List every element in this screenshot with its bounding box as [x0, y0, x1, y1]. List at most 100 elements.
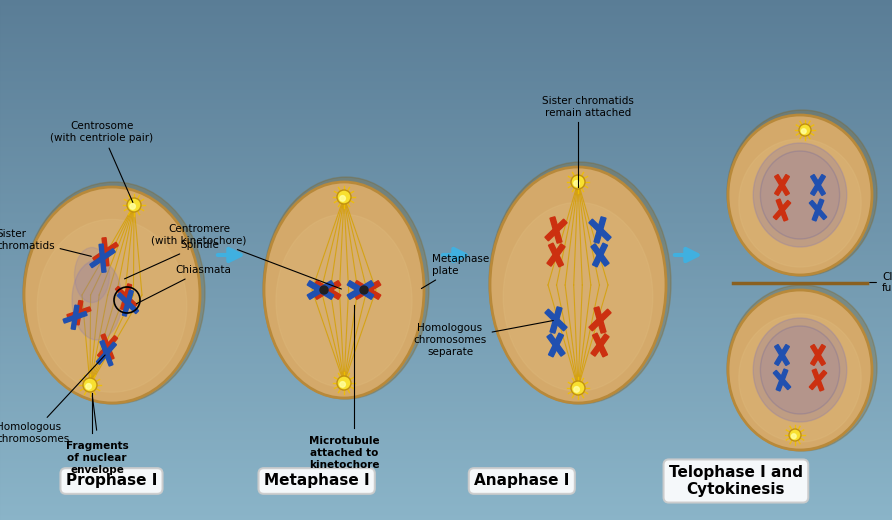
Bar — [547, 254, 558, 266]
Bar — [0, 486, 892, 487]
Bar — [0, 151, 892, 152]
Bar — [63, 316, 76, 323]
Bar — [0, 353, 892, 354]
Bar — [0, 390, 892, 391]
Bar — [0, 228, 892, 229]
Bar — [0, 342, 892, 343]
Bar — [0, 6, 892, 7]
Bar — [0, 125, 892, 126]
Ellipse shape — [503, 202, 653, 391]
Bar — [0, 258, 892, 259]
Bar — [816, 345, 825, 356]
Text: Chiasmata: Chiasmata — [136, 265, 231, 304]
Bar — [0, 153, 892, 154]
Circle shape — [791, 434, 797, 438]
Bar — [0, 225, 892, 226]
Bar — [0, 454, 892, 455]
Bar — [0, 162, 892, 163]
Bar — [554, 244, 565, 256]
Bar — [0, 250, 892, 251]
Bar — [101, 334, 110, 347]
Bar — [0, 512, 892, 513]
Bar — [0, 472, 892, 473]
Bar — [0, 375, 892, 376]
Bar — [0, 38, 892, 39]
Bar — [0, 171, 892, 172]
Bar — [0, 440, 892, 441]
Bar — [0, 166, 892, 167]
Bar — [0, 198, 892, 199]
Bar — [0, 322, 892, 323]
Circle shape — [337, 190, 351, 204]
Bar — [0, 241, 892, 242]
Bar — [0, 232, 892, 233]
Bar — [0, 107, 892, 108]
Bar — [0, 148, 892, 149]
Bar — [0, 455, 892, 456]
Bar — [0, 435, 892, 436]
Bar — [0, 266, 892, 267]
Bar — [0, 56, 892, 57]
Text: Prophase I: Prophase I — [66, 474, 157, 488]
Bar — [0, 168, 892, 169]
Bar — [816, 209, 827, 219]
Bar — [0, 270, 892, 271]
Bar — [104, 353, 113, 366]
Bar — [0, 432, 892, 433]
Bar — [0, 410, 892, 411]
Bar — [0, 318, 892, 319]
Bar — [0, 404, 892, 405]
Bar — [115, 287, 128, 298]
Bar — [0, 447, 892, 448]
Bar — [0, 425, 892, 426]
Bar — [0, 194, 892, 195]
Bar — [0, 469, 892, 470]
Bar — [0, 313, 892, 314]
Bar — [0, 217, 892, 218]
Bar — [549, 344, 558, 357]
Bar — [598, 319, 606, 333]
Bar — [0, 326, 892, 327]
Ellipse shape — [727, 110, 877, 276]
Bar — [0, 144, 892, 145]
Bar — [0, 32, 892, 33]
Bar — [0, 282, 892, 283]
Bar — [0, 60, 892, 61]
Bar — [0, 130, 892, 131]
Bar — [0, 122, 892, 123]
Bar — [0, 497, 892, 498]
Bar — [0, 328, 892, 329]
Bar — [126, 290, 133, 304]
Bar — [0, 13, 892, 14]
Bar — [0, 483, 892, 484]
Bar — [0, 376, 892, 377]
Bar — [0, 261, 892, 262]
Bar — [0, 315, 892, 316]
Bar — [774, 354, 784, 366]
Bar — [774, 184, 784, 196]
Bar — [73, 305, 78, 318]
Bar — [0, 26, 892, 27]
Bar — [0, 243, 892, 244]
Bar — [811, 354, 820, 366]
Bar — [0, 54, 892, 55]
Bar — [594, 307, 602, 321]
Bar — [0, 482, 892, 483]
Bar — [0, 386, 892, 387]
Bar — [0, 473, 892, 474]
Bar — [0, 505, 892, 506]
Bar — [0, 44, 892, 45]
Bar — [780, 175, 789, 186]
Bar — [0, 323, 892, 324]
Bar — [0, 114, 892, 115]
Bar — [0, 45, 892, 46]
Bar — [0, 474, 892, 475]
Bar — [0, 336, 892, 337]
Bar — [0, 419, 892, 420]
Bar — [0, 143, 892, 144]
Bar — [0, 274, 892, 275]
Bar — [0, 1, 892, 2]
Bar — [96, 352, 108, 365]
Bar — [0, 231, 892, 232]
Bar — [0, 201, 892, 202]
